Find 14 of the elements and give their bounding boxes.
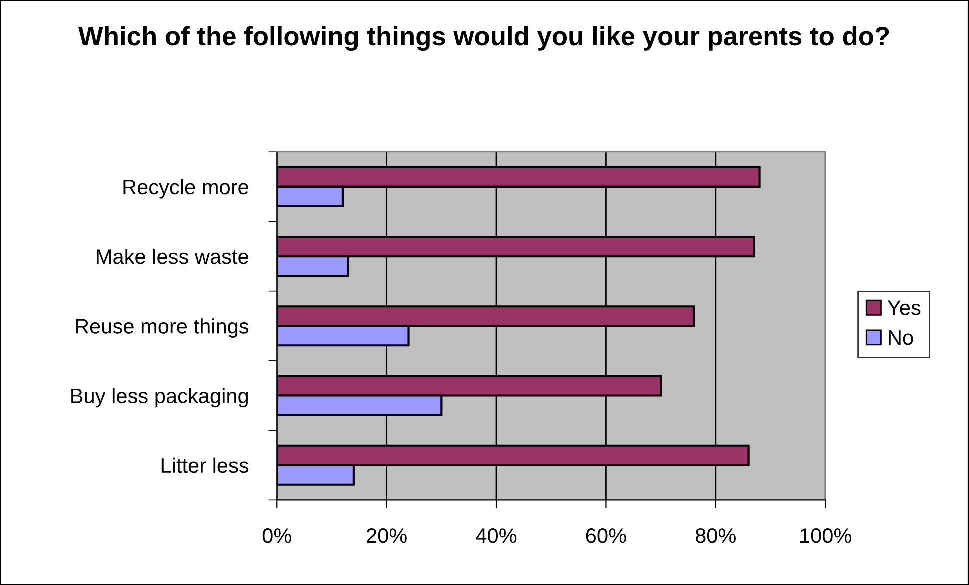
legend-label: Yes: [888, 300, 921, 316]
x-tick-label: 20%: [367, 528, 407, 544]
x-tick-label: 100%: [800, 528, 852, 544]
x-tick-label: 0%: [262, 528, 292, 544]
legend-label: No: [889, 330, 914, 346]
y-tick-label: Litter less: [162, 458, 249, 474]
chart-title: Which of the following things would you like your parents to do?: [78, 26, 890, 52]
x-tick-label: 80%: [696, 528, 736, 544]
x-tick-label: 60%: [586, 528, 626, 544]
y-tick-label: Buy less packaging: [72, 388, 248, 408]
y-tick-label: Reuse more things: [76, 318, 249, 338]
y-tick-label: Make less waste: [97, 248, 248, 264]
y-tick-label: Recycle more: [124, 179, 248, 199]
x-tick-label: 40%: [476, 528, 517, 544]
